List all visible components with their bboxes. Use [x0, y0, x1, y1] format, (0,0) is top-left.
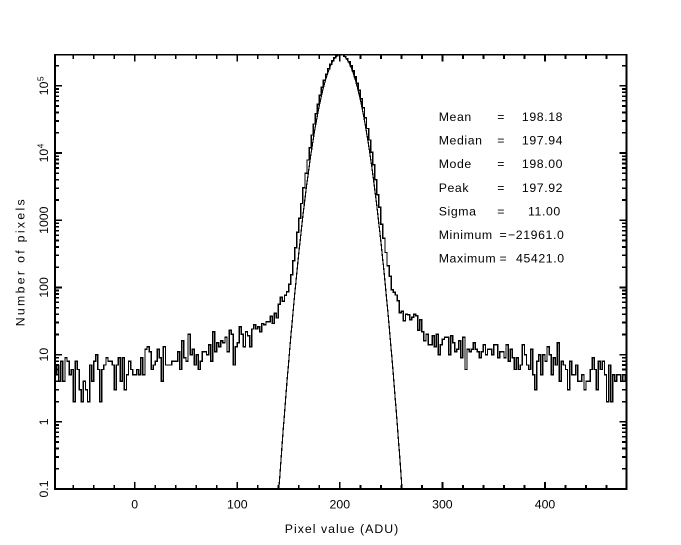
svg-text:Pixel value (ADU): Pixel value (ADU): [285, 522, 399, 536]
svg-text:400: 400: [535, 498, 556, 512]
svg-text:=: =: [497, 181, 504, 195]
svg-text:0: 0: [131, 498, 138, 512]
svg-text:104: 104: [35, 143, 51, 162]
svg-text:300: 300: [432, 498, 453, 512]
svg-text:Number of pixels: Number of pixels: [13, 199, 27, 326]
svg-text:−21961.0: −21961.0: [508, 228, 564, 242]
svg-text:Mode: Mode: [439, 157, 472, 171]
svg-text:0.1: 0.1: [37, 480, 51, 497]
svg-text:Median: Median: [439, 134, 483, 148]
svg-text:10: 10: [37, 348, 51, 362]
svg-text:=: =: [500, 252, 507, 266]
svg-text:Minimum: Minimum: [439, 228, 493, 242]
svg-text:=: =: [497, 110, 504, 124]
svg-text:198.18: 198.18: [522, 110, 563, 124]
svg-text:Maximum: Maximum: [439, 252, 497, 266]
svg-text:1000: 1000: [37, 206, 51, 234]
svg-text:1: 1: [37, 418, 51, 425]
svg-text:200: 200: [330, 498, 351, 512]
svg-text:11.00: 11.00: [528, 204, 561, 218]
svg-text:=: =: [500, 228, 507, 242]
svg-text:Sigma: Sigma: [439, 204, 477, 218]
svg-text:Peak: Peak: [439, 181, 470, 195]
svg-text:105: 105: [35, 76, 51, 95]
svg-text:=: =: [497, 204, 504, 218]
svg-text:197.94: 197.94: [522, 134, 563, 148]
svg-text:100: 100: [37, 277, 51, 298]
svg-text:198.00: 198.00: [522, 157, 563, 171]
svg-text:197.92: 197.92: [522, 181, 563, 195]
svg-text:Mean: Mean: [439, 110, 472, 124]
svg-text:=: =: [497, 134, 504, 148]
svg-text:45421.0: 45421.0: [516, 252, 565, 266]
svg-text:=: =: [497, 157, 504, 171]
svg-text:100: 100: [227, 498, 248, 512]
